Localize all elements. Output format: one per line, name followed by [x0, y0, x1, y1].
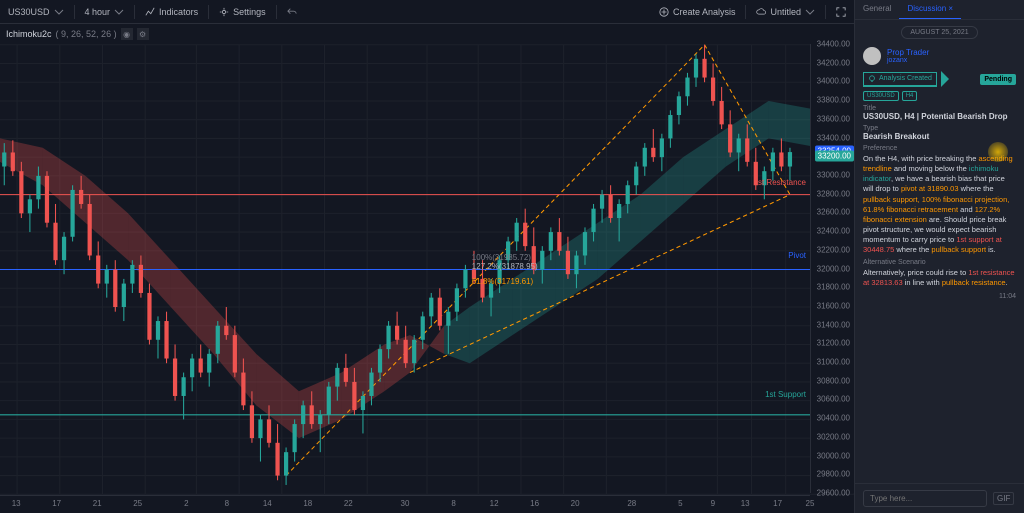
chip-tf: H4 [902, 91, 918, 101]
cloud-icon [756, 7, 766, 17]
user-handle[interactable]: jozanx [887, 57, 929, 64]
analysis-title: US30USD, H4 | Potential Bearish Drop [855, 112, 1024, 123]
fullscreen-button[interactable] [836, 7, 846, 17]
type-label: Type [855, 123, 1024, 132]
alt-text: Alternatively, price could rise to 1st r… [855, 266, 1024, 290]
gear-icon [219, 7, 229, 17]
analysis-type: Bearish Breakout [855, 132, 1024, 143]
indicators-button[interactable]: Indicators [145, 7, 198, 17]
title-label: Title [855, 103, 1024, 112]
tab-discussion[interactable]: Discussion × [899, 0, 961, 19]
pref-label: Preference [855, 143, 1024, 152]
indicator-name: Ichimoku2c [6, 29, 52, 39]
undo-icon [287, 7, 297, 17]
lightbulb-icon [868, 75, 876, 83]
toolbar: US30USD 4 hour Indicators Settings Creat… [0, 0, 854, 24]
avatar[interactable] [863, 47, 881, 65]
fullscreen-icon [836, 7, 846, 17]
chart-area[interactable]: Ichimoku2c ( 9, 26, 52, 26 ) ◉ ⚙ 34400.0… [0, 24, 854, 513]
settings-button[interactable]: Settings [219, 7, 266, 17]
indicators-icon [145, 7, 155, 17]
symbol-picker[interactable]: US30USD [8, 7, 64, 17]
preference-text: On the H4, with price breaking the ascen… [855, 152, 1024, 257]
project-picker[interactable]: Untitled [756, 7, 815, 17]
interval-picker[interactable]: 4 hour [85, 7, 125, 17]
indicator-params: ( 9, 26, 52, 26 ) [56, 29, 117, 39]
plus-circle-icon [659, 7, 669, 17]
tab-general[interactable]: General [855, 0, 899, 19]
timestamp: 11:04 [855, 291, 1024, 302]
chips: US30USD H4 [855, 89, 1024, 103]
chip-symbol: US30USD [863, 91, 899, 101]
user-name[interactable]: Prop Trader [887, 48, 929, 57]
status-badge: Pending [980, 74, 1016, 85]
date-chip: AUGUST 25, 2021 [901, 26, 977, 39]
create-analysis-button[interactable]: Create Analysis [659, 7, 736, 17]
indicator-hide-button[interactable]: ◉ [121, 28, 133, 40]
alt-label: Alternative Scenario [855, 257, 1024, 266]
gif-button[interactable]: GIF [993, 492, 1014, 505]
undo-button[interactable] [287, 7, 297, 17]
side-panel: General Discussion × AUGUST 25, 2021 Pro… [854, 0, 1024, 513]
indicator-settings-button[interactable]: ⚙ [137, 28, 149, 40]
analysis-created-badge: Analysis Created [863, 72, 937, 87]
message-input[interactable] [863, 490, 987, 507]
